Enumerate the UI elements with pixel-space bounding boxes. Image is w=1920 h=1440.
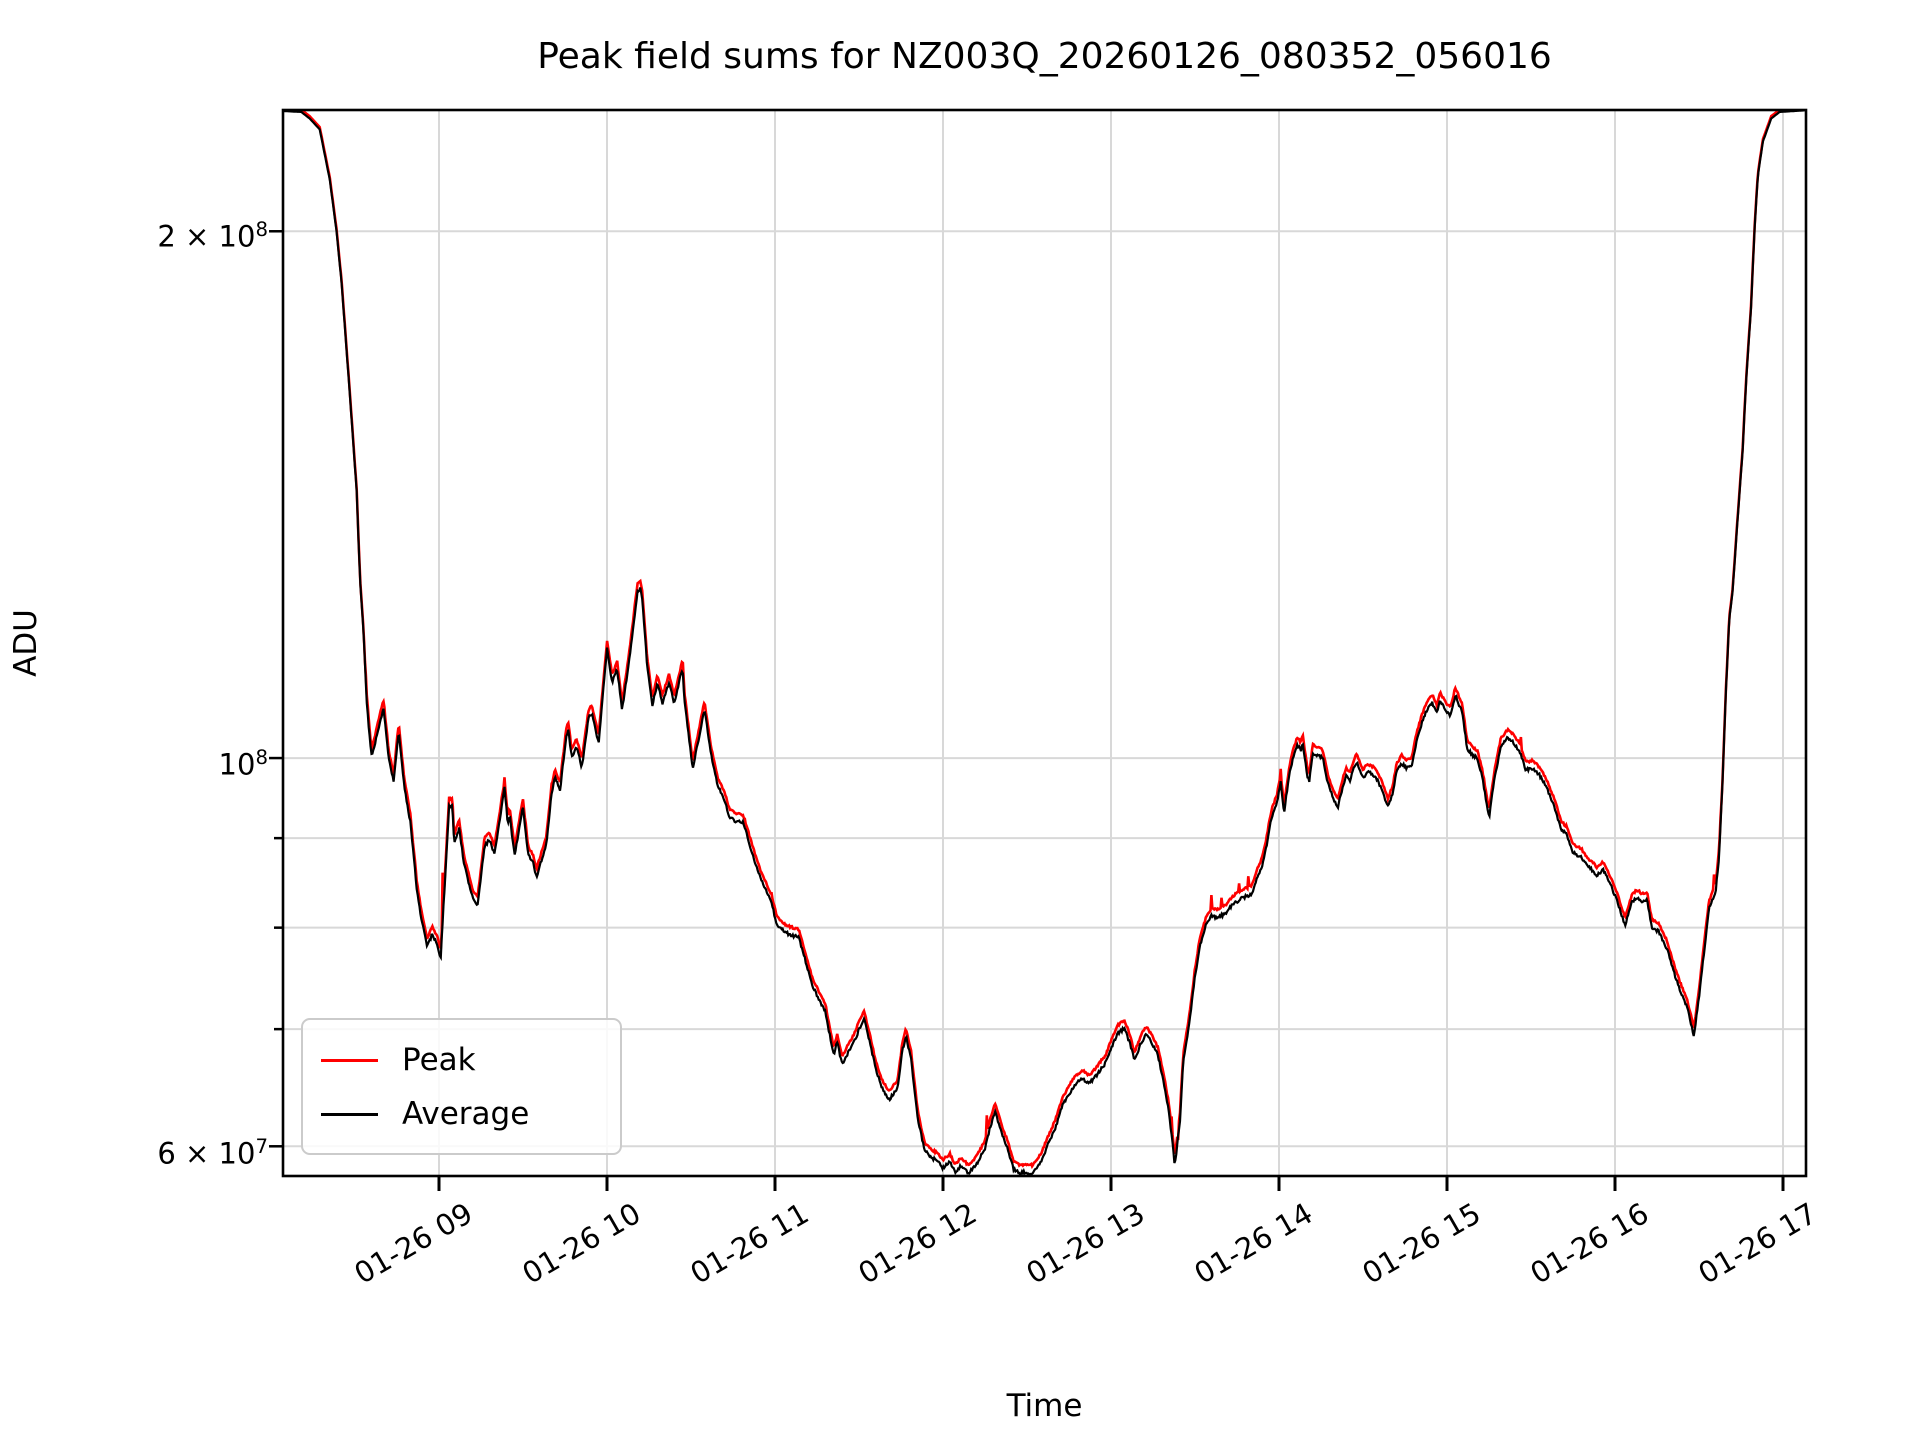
x-axis-label: Time [1006, 1388, 1083, 1424]
chart-title: Peak field sums for NZ003Q_20260126_0803… [537, 36, 1552, 77]
legend-entry-average: Average [321, 1091, 620, 1137]
y-tick-label-1e8: 108 [218, 746, 268, 782]
peak-line-sample [321, 1058, 378, 1062]
average-series-line [283, 109, 1805, 1177]
legend-entry-peak: Peak [321, 1037, 620, 1083]
plot-frame [281, 108, 1808, 1178]
legend-label-peak: Peak [402, 1042, 476, 1078]
peak-series-line [283, 109, 1805, 1170]
series-curves [283, 109, 1805, 1177]
tick-marks [269, 230, 1785, 1191]
legend: Peak Average [301, 1018, 622, 1155]
gridlines [283, 110, 1806, 1176]
average-line-sample [321, 1112, 378, 1116]
y-axis-label: ADU [7, 609, 44, 677]
legend-label-average: Average [402, 1096, 530, 1132]
y-tick-label-6e7: 6 × 107 [157, 1135, 268, 1171]
y-tick-label-2e8: 2 × 108 [157, 218, 268, 254]
